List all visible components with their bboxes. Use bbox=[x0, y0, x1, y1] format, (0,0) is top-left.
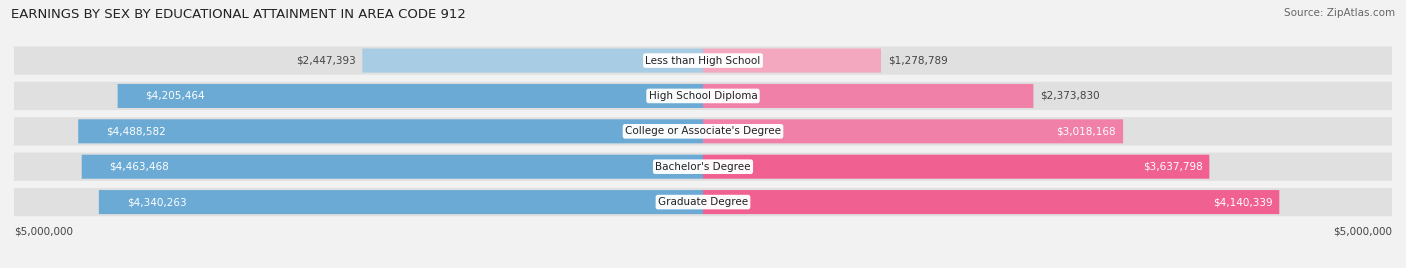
FancyBboxPatch shape bbox=[703, 155, 1209, 179]
FancyBboxPatch shape bbox=[82, 155, 703, 179]
FancyBboxPatch shape bbox=[14, 46, 1392, 75]
FancyBboxPatch shape bbox=[363, 49, 703, 73]
Text: $4,205,464: $4,205,464 bbox=[145, 91, 205, 101]
Text: Less than High School: Less than High School bbox=[645, 55, 761, 66]
FancyBboxPatch shape bbox=[98, 190, 703, 214]
Text: $1,278,789: $1,278,789 bbox=[889, 55, 948, 66]
FancyBboxPatch shape bbox=[14, 152, 1392, 181]
FancyBboxPatch shape bbox=[79, 119, 703, 143]
Text: College or Associate's Degree: College or Associate's Degree bbox=[626, 126, 780, 136]
Text: $2,447,393: $2,447,393 bbox=[295, 55, 356, 66]
FancyBboxPatch shape bbox=[14, 82, 1392, 110]
FancyBboxPatch shape bbox=[14, 117, 1392, 146]
Text: High School Diploma: High School Diploma bbox=[648, 91, 758, 101]
Text: Bachelor's Degree: Bachelor's Degree bbox=[655, 162, 751, 172]
Text: $5,000,000: $5,000,000 bbox=[14, 226, 73, 236]
Text: $5,000,000: $5,000,000 bbox=[1333, 226, 1392, 236]
FancyBboxPatch shape bbox=[703, 49, 882, 73]
FancyBboxPatch shape bbox=[14, 188, 1392, 216]
Text: Graduate Degree: Graduate Degree bbox=[658, 197, 748, 207]
Text: Source: ZipAtlas.com: Source: ZipAtlas.com bbox=[1284, 8, 1395, 18]
Text: $2,373,830: $2,373,830 bbox=[1040, 91, 1099, 101]
FancyBboxPatch shape bbox=[703, 119, 1123, 143]
Text: $4,488,582: $4,488,582 bbox=[105, 126, 166, 136]
Text: $4,463,468: $4,463,468 bbox=[110, 162, 169, 172]
Text: $3,637,798: $3,637,798 bbox=[1143, 162, 1202, 172]
FancyBboxPatch shape bbox=[118, 84, 703, 108]
FancyBboxPatch shape bbox=[703, 190, 1279, 214]
FancyBboxPatch shape bbox=[703, 84, 1033, 108]
Text: EARNINGS BY SEX BY EDUCATIONAL ATTAINMENT IN AREA CODE 912: EARNINGS BY SEX BY EDUCATIONAL ATTAINMEN… bbox=[11, 8, 467, 21]
Text: $4,140,339: $4,140,339 bbox=[1213, 197, 1272, 207]
Text: $3,018,168: $3,018,168 bbox=[1056, 126, 1116, 136]
Text: $4,340,263: $4,340,263 bbox=[127, 197, 187, 207]
